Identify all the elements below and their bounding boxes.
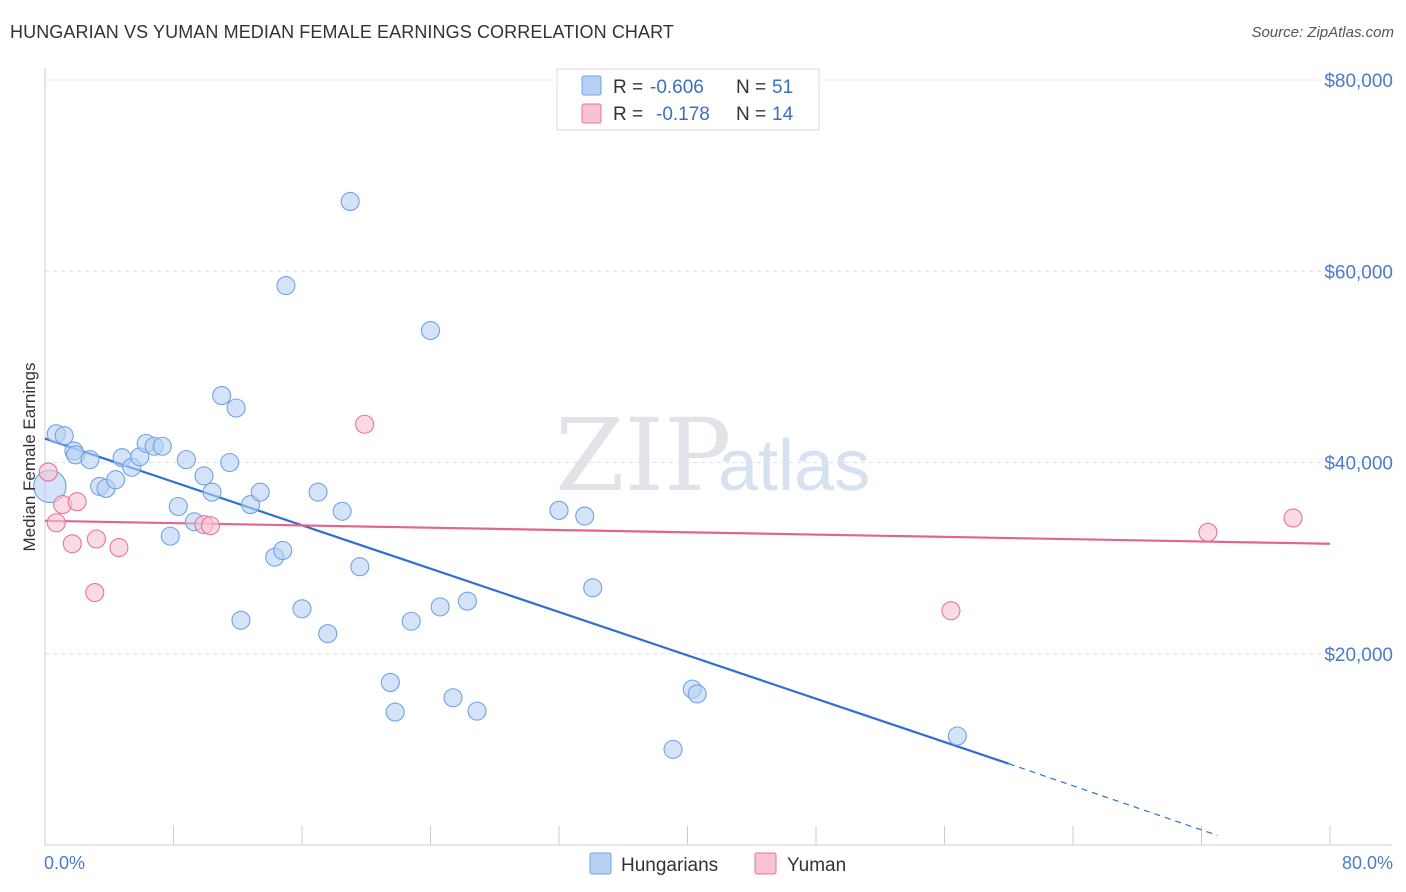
y-tick-label: $20,000 <box>1324 645 1393 666</box>
point-hungarians <box>194 466 214 486</box>
x-tick-labels: 0.0% 80.0% <box>44 853 1393 873</box>
point-yuman <box>85 582 105 603</box>
chart-title: HUNGARIAN VS YUMAN MEDIAN FEMALE EARNING… <box>10 22 674 42</box>
point-hungarians <box>467 701 487 721</box>
legend-n-value: 51 <box>772 77 793 98</box>
point-hungarians <box>106 470 126 490</box>
point-hungarians <box>457 591 477 611</box>
legend-r-value: -0.606 <box>650 77 704 98</box>
y-tick-labels: $20,000 $40,000 $60,000 $80,000 <box>1324 71 1393 666</box>
point-hungarians <box>231 610 251 630</box>
series-legend: Hungarians Yuman <box>589 852 846 876</box>
point-hungarians <box>340 191 360 211</box>
point-yuman <box>355 414 375 434</box>
point-hungarians <box>54 426 74 446</box>
point-hungarians <box>318 624 338 644</box>
legend-r-label: R = <box>613 77 643 98</box>
point-yuman <box>200 516 220 536</box>
point-hungarians <box>549 500 569 520</box>
bottom-legend-yuman: Yuman <box>787 855 846 876</box>
point-hungarians <box>663 739 683 759</box>
correlation-legend: R = -0.606 N = 51 R = -0.178 N = 14 <box>556 68 820 131</box>
point-hungarians <box>385 702 405 722</box>
point-hungarians <box>332 501 352 521</box>
y-tick-label: $40,000 <box>1324 454 1393 475</box>
point-hungarians <box>401 611 421 631</box>
point-hungarians <box>220 452 240 473</box>
trend-line-hungarians-extension <box>1008 763 1218 837</box>
legend-n-label: N = <box>736 77 766 98</box>
point-hungarians <box>273 540 293 561</box>
point-hungarians <box>250 482 270 502</box>
trend-line-yuman <box>44 519 1331 545</box>
point-yuman <box>1283 508 1303 528</box>
legend-swatch-yuman <box>581 103 602 124</box>
point-hungarians <box>380 672 400 692</box>
legend-n-label: N = <box>736 104 766 125</box>
point-hungarians <box>276 276 296 296</box>
point-hungarians <box>160 526 180 546</box>
source-label: Source: ZipAtlas.com <box>1251 24 1394 41</box>
y-tick-label: $80,000 <box>1324 71 1393 92</box>
point-hungarians <box>168 496 188 517</box>
data-points <box>33 191 1303 759</box>
bottom-legend-swatch-yuman <box>754 852 777 875</box>
point-hungarians <box>152 436 172 456</box>
point-hungarians <box>687 684 707 704</box>
watermark: ZIP atlas <box>555 397 870 514</box>
point-hungarians <box>226 398 246 418</box>
point-hungarians <box>575 506 595 526</box>
point-yuman <box>1198 522 1218 542</box>
y-axis-label: Median Female Earnings <box>20 363 39 552</box>
point-hungarians <box>947 726 967 746</box>
point-yuman <box>941 601 961 621</box>
watermark-atlas: atlas <box>718 426 870 506</box>
x-tick-label: 0.0% <box>44 853 85 873</box>
point-hungarians <box>212 386 232 406</box>
bottom-legend-hungarians: Hungarians <box>621 855 718 876</box>
grid-lines <box>45 79 1392 655</box>
point-hungarians <box>80 450 100 470</box>
watermark-zip: ZIP <box>555 397 731 514</box>
axes <box>44 68 1392 846</box>
point-yuman <box>38 462 58 482</box>
point-hungarians <box>308 482 328 502</box>
point-hungarians <box>583 578 603 598</box>
legend-r-value: -0.178 <box>656 104 710 125</box>
point-hungarians <box>176 450 196 470</box>
bottom-legend-swatch-hungarians <box>589 852 612 875</box>
point-hungarians <box>292 599 312 619</box>
point-hungarians <box>202 482 222 502</box>
point-yuman <box>67 492 87 512</box>
point-hungarians <box>443 688 463 708</box>
x-tick-label: 80.0% <box>1342 853 1393 873</box>
point-yuman <box>109 538 129 558</box>
point-yuman <box>62 534 82 554</box>
point-yuman <box>46 513 66 533</box>
point-yuman <box>86 529 106 549</box>
legend-n-value: 14 <box>772 104 794 125</box>
point-hungarians <box>350 557 370 577</box>
point-hungarians <box>420 320 441 341</box>
point-hungarians <box>430 597 450 617</box>
legend-swatch-hungarians <box>581 75 602 96</box>
legend-r-label: R = <box>613 104 643 125</box>
y-tick-label: $60,000 <box>1324 262 1393 283</box>
